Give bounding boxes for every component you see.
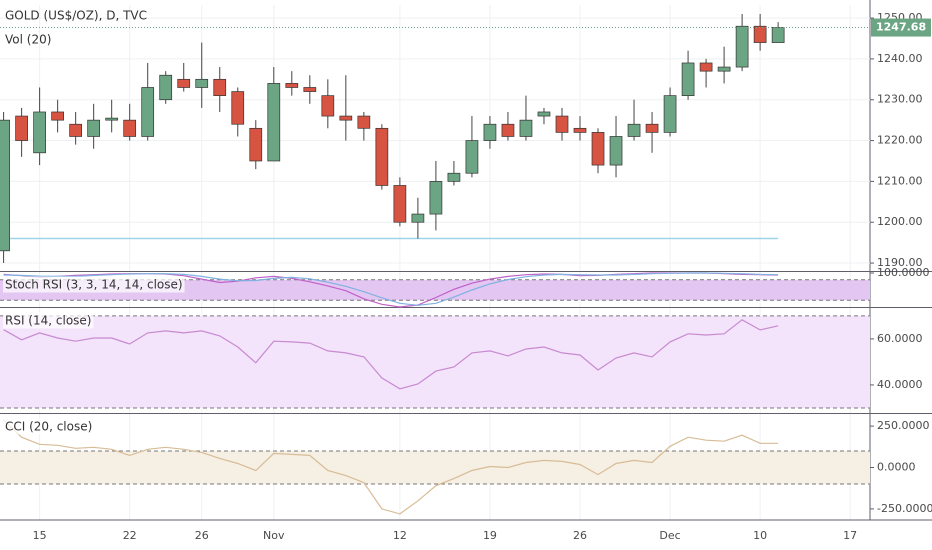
candle-body <box>123 119 137 137</box>
candle-body <box>771 27 785 43</box>
candle-body <box>267 83 281 162</box>
candle-body <box>303 87 317 92</box>
candle-body <box>411 213 425 223</box>
band-fill <box>0 279 870 301</box>
chart-subtitle: Vol (20) <box>5 33 51 47</box>
candle-body <box>627 123 641 137</box>
candle-body <box>231 91 245 125</box>
candle-body <box>321 95 335 117</box>
candle-body <box>249 127 263 162</box>
x-tick-label: 15 <box>33 529 47 542</box>
candle-body <box>573 127 587 133</box>
candle-body <box>357 115 371 129</box>
y-tick-label: -250.0000 <box>877 502 932 515</box>
candle-body <box>645 123 659 133</box>
x-tick-label: 19 <box>483 529 497 542</box>
candle-body <box>447 172 461 182</box>
candle-body <box>555 115 569 133</box>
indicator-title-bg <box>3 276 185 293</box>
x-tick-label: Dec <box>659 529 680 542</box>
band-fill <box>0 315 870 408</box>
candle-body <box>285 83 299 88</box>
candle-body <box>537 111 551 117</box>
chart-title: GOLD (US$/OZ), D, TVC <box>5 9 147 23</box>
last-price-label: 1247.68 <box>876 21 926 34</box>
candle-body <box>339 115 353 121</box>
x-tick-label: 26 <box>195 529 209 542</box>
indicator-title: RSI (14, close) <box>5 314 91 328</box>
y-tick-label: 1210.00 <box>877 174 923 187</box>
y-tick-label: 40.0000 <box>877 378 923 391</box>
x-tick-label: 17 <box>843 529 857 542</box>
candle-body <box>519 119 533 137</box>
y-tick-label: 0.0000 <box>877 461 916 474</box>
y-tick-label: 1200.00 <box>877 215 923 228</box>
candle-body <box>699 62 713 72</box>
candle-body <box>159 74 173 101</box>
candle-body <box>87 119 101 137</box>
x-tick-label: 26 <box>573 529 587 542</box>
indicator-title: CCI (20, close) <box>5 420 92 434</box>
candle-body <box>51 111 64 121</box>
y-tick-label: 250.0000 <box>877 419 930 432</box>
candle-body <box>393 185 407 223</box>
candle-body <box>15 115 28 141</box>
x-tick-label: Nov <box>263 529 285 542</box>
x-tick-label: 12 <box>393 529 407 542</box>
y-tick-label: 1190.00 <box>877 256 923 269</box>
candle-body <box>0 119 10 252</box>
candle-body <box>177 78 191 88</box>
candle-body <box>753 25 767 43</box>
y-tick-label: 100.0000 <box>877 266 930 279</box>
y-tick-label: 1240.00 <box>877 52 923 65</box>
indicator-line <box>3 319 779 390</box>
candle-body <box>609 136 623 166</box>
band-fill <box>0 450 870 485</box>
candle-body <box>501 123 515 137</box>
candle-body <box>213 78 227 96</box>
candle-body <box>717 66 731 72</box>
candle-body <box>681 62 695 96</box>
candle-body <box>483 123 497 141</box>
candle-body <box>33 111 46 154</box>
y-tick-label: 1220.00 <box>877 134 923 147</box>
candle-body <box>735 25 749 68</box>
candle-body <box>375 127 389 186</box>
last-price-tag <box>871 18 931 37</box>
indicator-title-bg <box>3 418 95 435</box>
indicator-line <box>3 272 779 306</box>
y-tick-label: 60.0000 <box>877 332 923 345</box>
candle-body <box>105 117 119 121</box>
indicator-title: Stoch RSI (3, 3, 14, 14, close) <box>5 278 183 292</box>
candle-body <box>591 132 605 166</box>
candle-body <box>195 78 209 88</box>
indicator-title-bg <box>3 312 94 329</box>
candle-body <box>69 123 83 137</box>
candle-body <box>663 95 677 133</box>
x-tick-label: 22 <box>123 529 137 542</box>
indicator-line <box>3 419 779 515</box>
candle-body <box>429 181 443 215</box>
y-tick-label: 1230.00 <box>877 93 923 106</box>
x-tick-label: 10 <box>753 529 767 542</box>
candle-body <box>465 140 479 174</box>
candle-body <box>141 87 155 137</box>
